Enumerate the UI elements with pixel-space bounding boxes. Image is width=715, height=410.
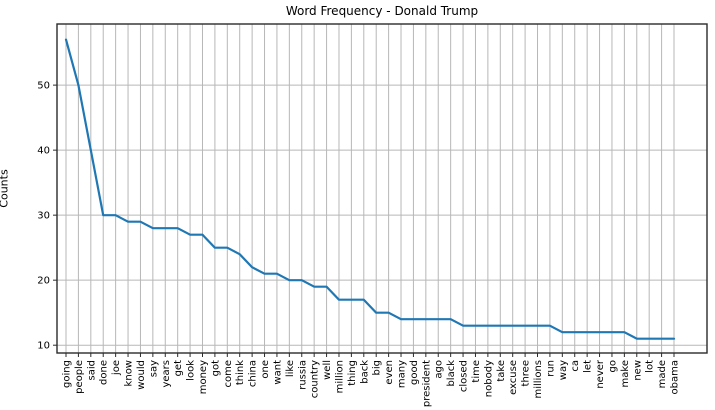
x-tick-label: black (446, 360, 457, 387)
x-tick-label: made (657, 360, 668, 388)
x-tick-label: china (248, 360, 259, 387)
x-tick-label: would (136, 360, 147, 390)
x-tick-label: done (99, 360, 110, 385)
x-tick-label: new (632, 360, 643, 381)
x-tick-label: like (285, 360, 296, 377)
x-tick-label: even (384, 360, 395, 385)
x-tick-label: people (74, 360, 85, 394)
x-tick-label: look (186, 360, 197, 381)
x-tick-label: excuse (508, 360, 519, 395)
x-tick-label: millions (533, 360, 544, 399)
x-tick-label: good (409, 360, 420, 385)
y-tick-label: 30 (37, 211, 50, 222)
x-tick-label: never (595, 359, 606, 389)
x-tick-label: russia (297, 360, 308, 390)
x-tick-label: go (607, 360, 618, 372)
x-tick-label: let (583, 360, 594, 373)
plot-border (56, 23, 708, 354)
x-tick-label: country (310, 360, 321, 398)
x-tick-label: get (173, 360, 184, 377)
x-tick-label: make (620, 360, 631, 387)
data-polyline (64, 38, 676, 340)
x-tick-label: ago (434, 360, 445, 379)
y-tick-label: 40 (37, 146, 50, 157)
x-tick-label: come (223, 360, 234, 388)
x-tick-label: want (272, 360, 283, 385)
x-tick-label: years (161, 360, 172, 388)
x-tick-label: say (148, 360, 159, 377)
x-tick-label: president (421, 360, 432, 407)
x-tick-label: three (521, 360, 532, 386)
x-tick-label: know (124, 360, 135, 386)
x-tick-label: got (210, 360, 221, 376)
x-tick-label: nobody (483, 360, 494, 397)
x-tick-label: joe (111, 360, 122, 376)
x-tick-label: ca (570, 360, 581, 372)
x-tick-label: closed (459, 360, 470, 392)
x-tick-label: lot (645, 360, 656, 373)
x-tick-label: way (558, 360, 569, 380)
x-tick-label: well (322, 360, 333, 380)
x-tick-label: said (86, 360, 97, 380)
x-tick-label: run (545, 360, 556, 377)
x-tick-label: big (372, 360, 383, 375)
y-tick-label: 10 (37, 341, 50, 352)
x-tick-label: many (397, 360, 408, 388)
chart-title: Word Frequency - Donald Trump (285, 4, 479, 18)
x-tick-label: going (62, 360, 73, 388)
y-tick-label: 50 (37, 81, 50, 92)
x-tick-label: money (198, 360, 209, 394)
x-tick-label: million (334, 360, 345, 393)
x-tick-label: obama (670, 360, 681, 394)
x-tick-label: back (359, 360, 370, 384)
x-tick-label: one (260, 360, 271, 379)
x-tick-label: think (235, 360, 246, 385)
x-tick-label: time (471, 360, 482, 383)
x-tick-label: thing (347, 360, 358, 386)
x-tick-label: take (496, 360, 507, 382)
y-tick-label: 20 (37, 276, 50, 287)
